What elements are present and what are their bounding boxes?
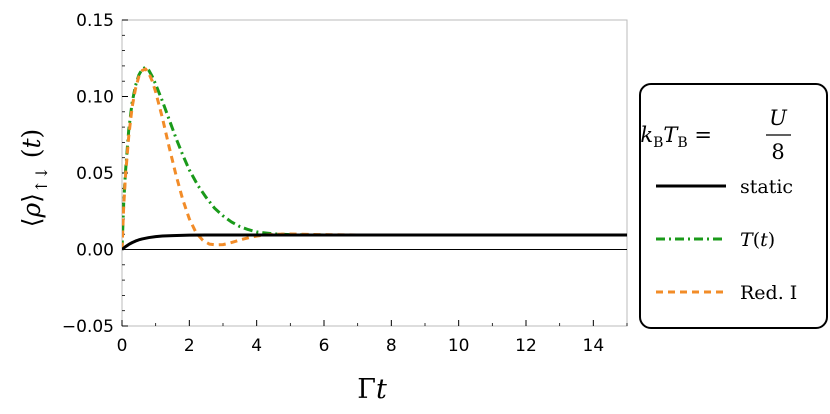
legend-label-T: T(t): [740, 229, 775, 251]
y-tick-label: 0.05: [76, 164, 114, 184]
series-line-t-t: [122, 65, 627, 250]
series-layer: [122, 65, 627, 251]
legend-title-denominator: 8: [771, 140, 784, 164]
svg-text:⟨ρ⟩↑↓ (t): ⟨ρ⟩↑↓ (t): [17, 129, 51, 228]
y-tick-label: 0.10: [76, 88, 114, 108]
y-tick-label: 0.00: [76, 241, 114, 261]
y-axis-ticks: −0.05 0.00 0.05 0.10 0.15: [62, 11, 128, 337]
svg-text:kBTB =: kBTB =: [640, 123, 712, 151]
legend-box: [639, 83, 828, 329]
x-axis-label: Γt: [357, 374, 387, 405]
plot-frame: [121, 19, 628, 327]
legend: kBTB = U 8 static T(t) Red. I: [639, 83, 828, 329]
x-tick-label: 12: [515, 336, 537, 356]
x-tick-label: 10: [448, 336, 470, 356]
legend-label-red: Red. I: [740, 282, 797, 304]
x-axis-ticks: 0 2 4 6 8 10 12 14: [117, 320, 628, 356]
y-tick-label: 0.15: [76, 11, 114, 31]
x-tick-label: 6: [319, 336, 330, 356]
x-tick-label: 8: [386, 336, 397, 356]
legend-title-numerator: U: [769, 106, 788, 130]
x-tick-label: 2: [184, 336, 195, 356]
y-tick-label: −0.05: [62, 317, 114, 337]
y-axis-label: ⟨ρ⟩↑↓ (t): [17, 129, 51, 228]
legend-title: kBTB = U 8: [640, 106, 791, 164]
x-tick-label: 4: [251, 336, 262, 356]
series-line-red-i: [122, 67, 627, 250]
legend-label-static: static: [740, 176, 793, 198]
x-tick-label: 14: [583, 336, 605, 356]
series-line-static: [122, 233, 627, 251]
x-tick-label: 0: [117, 336, 128, 356]
